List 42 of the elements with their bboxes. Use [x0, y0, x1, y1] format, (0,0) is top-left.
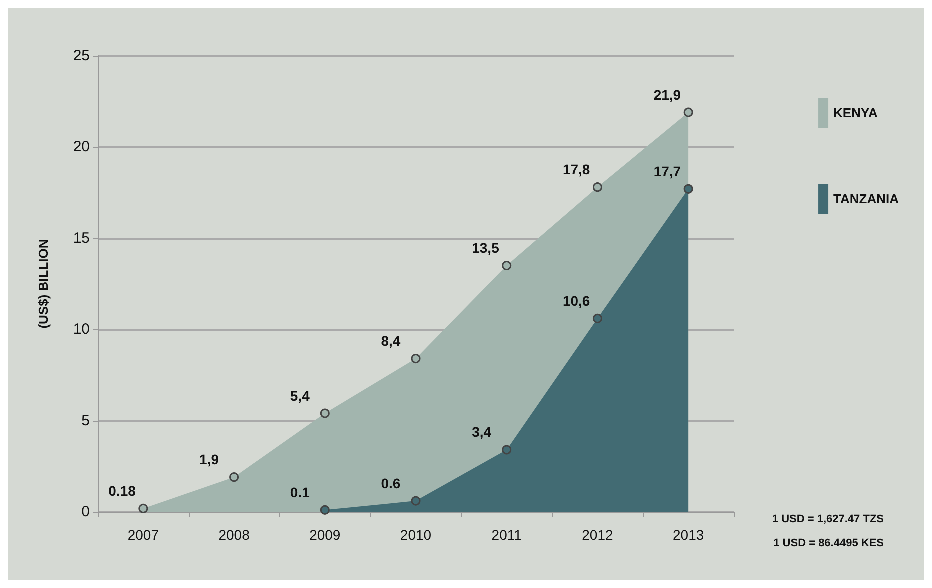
legend-label: TANZANIA	[834, 192, 900, 206]
data-label: 21,9	[654, 86, 682, 103]
y-axis-title: (US$) BILLION	[36, 239, 51, 329]
data-label: 17,7	[654, 163, 682, 180]
x-tick-label: 2010	[400, 527, 432, 543]
y-tick-label: 10	[73, 321, 90, 338]
x-tick-label: 2008	[218, 527, 250, 543]
y-tick-label: 20	[73, 138, 90, 156]
data-label: 5,4	[290, 388, 310, 404]
text: 1 USD = 86.4495 KES	[774, 538, 884, 550]
point	[230, 472, 240, 482]
x-tick-label: 2011	[492, 527, 522, 543]
point	[592, 182, 602, 192]
data-label: 0.1	[290, 484, 310, 500]
y-tick-label: 15	[73, 230, 90, 247]
data-label: 8,4	[381, 333, 401, 350]
y-tick-label: 0	[82, 504, 90, 520]
data-label: 3,4	[472, 424, 492, 440]
point	[411, 496, 421, 506]
x-tick-label: 2012	[582, 527, 614, 543]
data-label: 13,5	[472, 240, 500, 256]
point	[138, 504, 148, 514]
point	[592, 314, 602, 324]
data-label: 0.6	[381, 475, 401, 492]
legend-label: KENYA	[834, 106, 878, 120]
data-label: 17,8	[562, 162, 590, 178]
data-label: 1,9	[200, 452, 220, 468]
x-tick-label: 2009	[310, 527, 341, 543]
data-label: 0.18	[108, 482, 136, 499]
point	[502, 445, 512, 455]
point	[684, 108, 694, 118]
y-tick-label: 25	[73, 48, 90, 64]
data-label: 10,6	[562, 292, 590, 309]
text: 1 USD = 1,627.47 TZS	[772, 514, 884, 526]
point	[320, 505, 330, 515]
x-tick-label: 2013	[672, 527, 704, 543]
point	[502, 261, 512, 271]
y-tick-label: 5	[82, 412, 90, 430]
point	[320, 408, 330, 418]
point	[411, 354, 421, 364]
x-tick-label: 2007	[128, 527, 160, 543]
point	[684, 184, 694, 194]
